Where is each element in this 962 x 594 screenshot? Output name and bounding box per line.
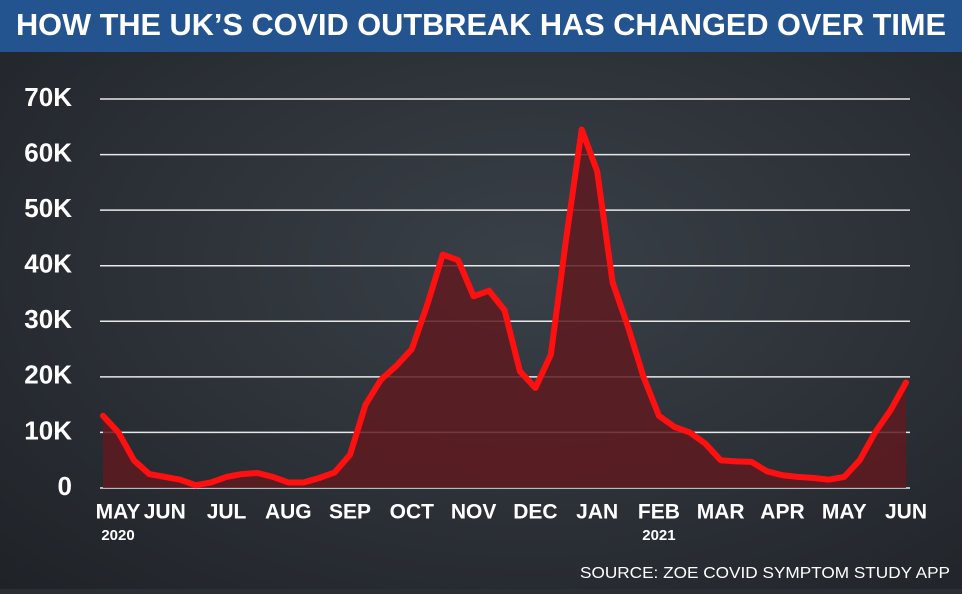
x-tick-label: SEP — [329, 501, 371, 524]
year-label: 2020 — [101, 527, 134, 544]
y-tick-label: 20K — [24, 360, 72, 390]
x-tick-label: JUN — [885, 501, 927, 524]
x-tick-label: DEC — [513, 501, 557, 524]
x-tick-label: MAY — [96, 501, 141, 524]
y-tick-label: 70K — [24, 82, 72, 112]
year-label: 2021 — [642, 527, 675, 544]
x-tick-label: MAR — [697, 501, 745, 524]
title-bar — [0, 0, 962, 52]
area — [103, 129, 906, 489]
x-tick-label: AUG — [265, 501, 312, 524]
source: SOURCE: ZOE COVID SYMPTOM STUDY APP — [580, 565, 950, 582]
x-tick-label: JUN — [144, 501, 186, 524]
x-tick-label: OCT — [390, 501, 435, 524]
y-tick-label: 60K — [24, 137, 72, 167]
x-tick-label: APR — [760, 501, 804, 524]
y-tick-label: 10K — [24, 415, 72, 445]
x-tick-label: JUL — [207, 501, 247, 524]
y-tick-label: 30K — [24, 304, 72, 334]
x-tick-label: NOV — [451, 501, 497, 524]
line — [100, 126, 909, 489]
x-tick-label: MAY — [822, 501, 867, 524]
chart-title: HOW THE UK’S COVID OUTBREAK HAS CHANGED … — [16, 7, 946, 42]
y-tick-label: 50K — [24, 193, 72, 223]
y-tick-label: 0 — [58, 471, 72, 501]
x-tick-label: JAN — [576, 501, 618, 524]
x-tick-label: FEB — [638, 501, 680, 524]
y-tick-label: 40K — [24, 249, 72, 279]
